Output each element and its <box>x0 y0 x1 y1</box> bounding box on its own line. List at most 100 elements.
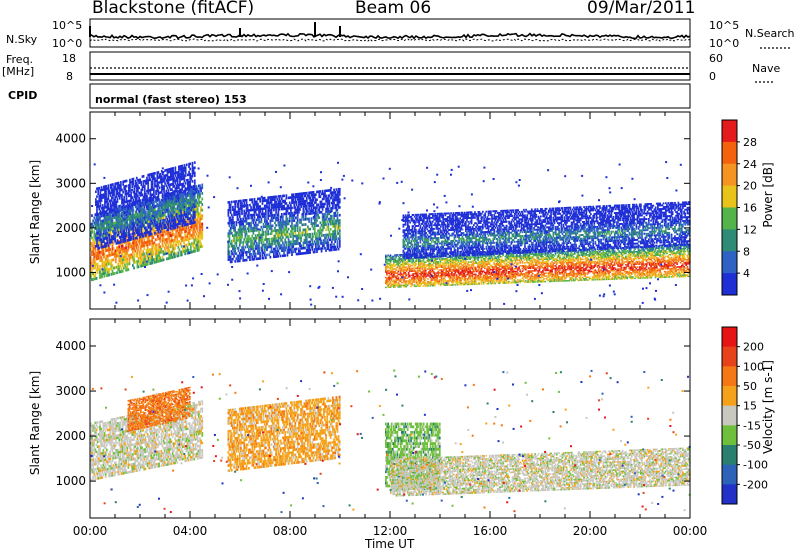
heatmap-cell <box>135 192 138 195</box>
heatmap-cell <box>250 240 252 243</box>
heatmap-cell <box>245 206 248 210</box>
heatmap-cell <box>100 246 103 249</box>
heatmap-cell <box>244 204 247 207</box>
heatmap-cell <box>288 243 291 246</box>
heatmap-cell <box>393 262 395 265</box>
heatmap-cell <box>109 253 112 257</box>
heatmap-cell <box>387 276 390 279</box>
heatmap-cell <box>393 276 395 279</box>
heatmap-cell <box>126 223 129 227</box>
heatmap-cell <box>134 238 137 242</box>
heatmap-cell <box>167 222 170 226</box>
heatmap-cell <box>135 187 138 190</box>
heatmap-cell <box>115 205 118 209</box>
heatmap-cell <box>175 223 178 226</box>
heatmap-cell <box>242 248 245 252</box>
heatmap-cell <box>181 167 184 170</box>
heatmap-cell <box>106 221 109 224</box>
heatmap-cell <box>199 220 201 224</box>
heatmap-cell <box>102 264 105 267</box>
heatmap-cell <box>317 190 320 194</box>
heatmap-cell <box>395 259 397 262</box>
heatmap-cell <box>145 226 147 229</box>
heatmap-cell <box>400 258 403 260</box>
heatmap-cell <box>162 236 165 239</box>
heatmap-cell <box>118 212 121 216</box>
heatmap-cell <box>139 225 142 228</box>
heatmap-cell <box>137 218 139 221</box>
heatmap-cell <box>410 280 412 282</box>
heatmap-cell <box>338 232 341 235</box>
heatmap-cell <box>182 228 184 231</box>
heatmap-cell <box>295 211 298 214</box>
heatmap-cell <box>167 220 170 223</box>
heatmap-cell <box>330 222 333 226</box>
heatmap-cell <box>113 221 115 225</box>
heatmap-cell <box>120 230 122 234</box>
heatmap-cell <box>337 198 340 201</box>
heatmap-cell <box>338 221 341 225</box>
heatmap-cell <box>192 250 195 253</box>
heatmap-cell <box>166 210 169 213</box>
heatmap-cell <box>139 191 142 195</box>
heatmap-cell <box>259 205 262 208</box>
heatmap-cell <box>295 203 298 206</box>
heatmap-cell <box>321 241 324 245</box>
heatmap-cell <box>133 216 135 220</box>
heatmap-cell <box>244 212 247 215</box>
heatmap-cell <box>319 226 322 230</box>
heatmap-cell <box>134 179 137 183</box>
heatmap-cell <box>279 205 282 208</box>
heatmap-cell <box>134 192 137 196</box>
heatmap-cell <box>123 198 126 201</box>
heatmap-cell <box>133 190 136 193</box>
heatmap-cell <box>286 235 289 239</box>
heatmap-cell <box>228 201 231 204</box>
heatmap-cell <box>308 246 310 249</box>
heatmap-cell <box>183 210 186 214</box>
heatmap-cell <box>317 203 320 207</box>
heatmap-cell <box>151 206 154 209</box>
heatmap-cell <box>146 248 149 252</box>
heatmap-cell <box>245 230 248 233</box>
heatmap-cell <box>390 283 393 286</box>
heatmap-cell <box>333 248 335 251</box>
heatmap-cell <box>244 217 247 220</box>
heatmap-cell <box>268 240 271 244</box>
heatmap-cell <box>242 228 245 231</box>
heatmap-cell <box>134 197 137 201</box>
heatmap-cell <box>117 265 120 269</box>
heatmap-cell <box>173 233 175 237</box>
heatmap-cell <box>228 232 231 235</box>
heatmap-cell <box>148 237 150 241</box>
heatmap-cell <box>130 222 132 226</box>
heatmap-cell <box>271 219 274 222</box>
heatmap-cell <box>179 234 182 237</box>
heatmap-cell <box>158 251 160 255</box>
heatmap-cell <box>178 176 180 179</box>
heatmap-cell <box>394 259 396 262</box>
heatmap-cell <box>112 272 115 276</box>
heatmap-cell <box>300 244 302 248</box>
heatmap-cell <box>291 214 293 217</box>
heatmap-cell <box>160 259 163 262</box>
heatmap-cell <box>120 225 122 228</box>
heatmap-cell <box>110 267 113 271</box>
heatmap-cell <box>160 177 163 181</box>
heatmap-cell <box>156 228 159 232</box>
heatmap-cell <box>165 197 168 201</box>
heatmap-cell <box>288 196 291 199</box>
heatmap-cell <box>403 265 405 267</box>
heatmap-cell <box>105 218 107 222</box>
heatmap-cell <box>334 232 337 236</box>
heatmap-cell <box>138 240 141 243</box>
heatmap-cell <box>246 235 249 238</box>
heatmap-cell <box>250 198 252 201</box>
heatmap-cell <box>238 254 241 257</box>
heatmap-cell <box>193 166 196 170</box>
heatmap-cell <box>100 227 103 231</box>
heatmap-cell <box>110 261 113 265</box>
heatmap-cell <box>107 184 110 187</box>
heatmap-cell <box>187 186 189 190</box>
heatmap-cell <box>388 286 391 288</box>
